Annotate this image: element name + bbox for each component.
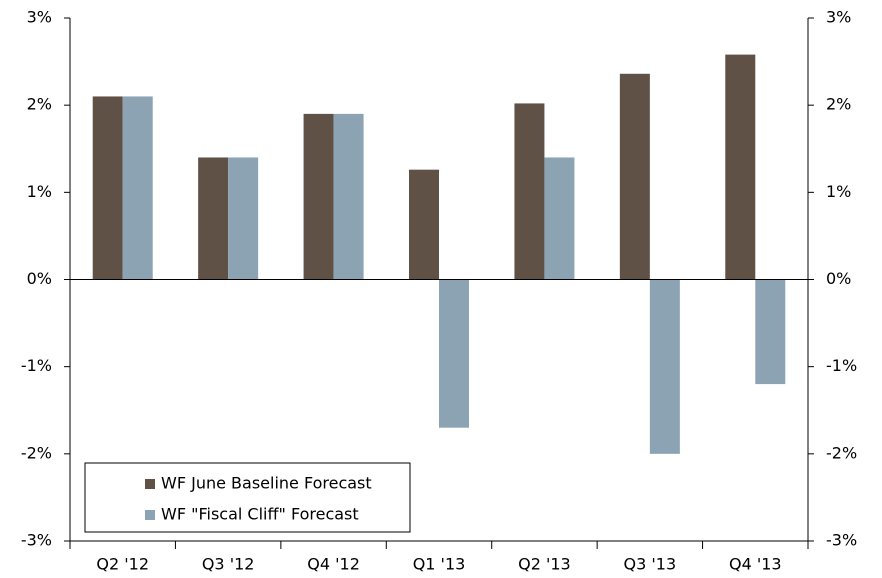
bar (92, 96, 123, 280)
y-tick-label: 3% (27, 8, 52, 27)
y-tick-label: 0% (27, 269, 52, 288)
y-tick-label: -3% (21, 531, 52, 550)
bar (122, 96, 153, 280)
bar (198, 157, 229, 280)
legend-box (84, 462, 411, 533)
y-tick-label: -2% (21, 443, 52, 462)
y-tick-label: -1% (21, 356, 52, 375)
x-tick-label: Q2 '12 (96, 555, 149, 574)
y2-tick-label: 2% (826, 95, 851, 114)
x-tick-label: Q4 '13 (729, 555, 782, 574)
legend-swatch (145, 479, 155, 489)
bar (649, 279, 680, 454)
x-tick-label: Q3 '13 (624, 555, 677, 574)
bar (619, 73, 650, 280)
y2-tick-label: 0% (826, 269, 851, 288)
y2-tick-label: 1% (826, 182, 851, 201)
x-tick-label: Q2 '13 (518, 555, 571, 574)
y2-tick-label: -2% (826, 443, 857, 462)
bar (409, 169, 439, 280)
bar (333, 113, 364, 280)
legend-label: WF June Baseline Forecast (161, 474, 372, 493)
y-tick-label: 2% (27, 95, 52, 114)
bar (303, 113, 334, 280)
bar (544, 157, 575, 280)
y2-tick-label: -3% (826, 531, 857, 550)
x-tick-label: Q1 '13 (413, 555, 466, 574)
x-tick-label: Q3 '12 (202, 555, 255, 574)
x-tick-label: Q4 '12 (307, 555, 360, 574)
bar (725, 54, 756, 280)
y2-tick-label: 3% (826, 8, 851, 27)
legend-swatch (145, 510, 155, 520)
bar (439, 279, 469, 428)
bar (514, 103, 545, 280)
bar (755, 279, 786, 385)
y-tick-label: 1% (27, 182, 52, 201)
legend-label: WF "Fiscal Cliff" Forecast (161, 505, 359, 524)
bar (228, 157, 259, 280)
y2-tick-label: -1% (826, 356, 857, 375)
